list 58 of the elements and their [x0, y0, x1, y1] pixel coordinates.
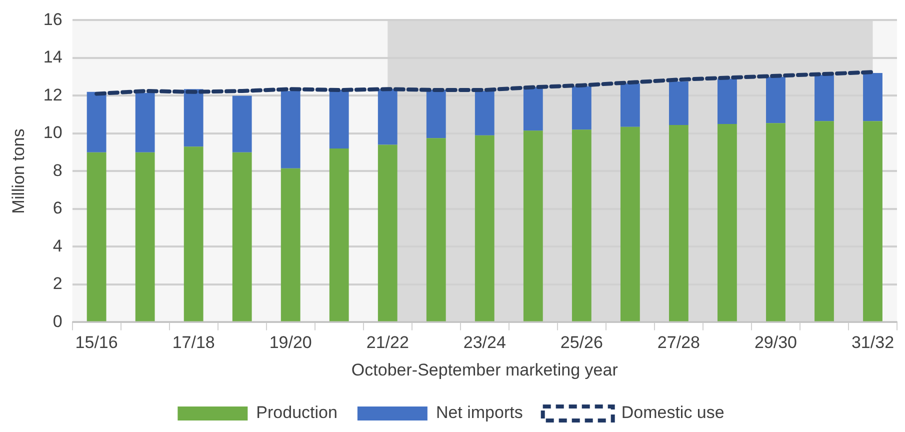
y-tick-label: 4 [52, 236, 62, 256]
x-tick-label: 19/20 [269, 333, 312, 352]
bar [814, 74, 834, 122]
bar [426, 90, 446, 138]
bar [572, 86, 592, 130]
bar [718, 78, 737, 124]
bar [86, 92, 106, 152]
bar [474, 90, 494, 136]
bar [572, 130, 592, 322]
x-tick-label: 27/28 [657, 333, 700, 352]
bar [718, 124, 737, 322]
bar [814, 121, 834, 322]
y-tick-label: 16 [43, 10, 62, 29]
bar [766, 76, 786, 124]
bar [668, 124, 688, 322]
bar [280, 168, 300, 322]
x-tick-label: 25/26 [560, 333, 603, 352]
x-tick-label: 21/22 [366, 333, 409, 352]
bar [184, 146, 204, 322]
y-tick-label: 10 [43, 123, 62, 142]
bar [523, 87, 543, 131]
bar [620, 126, 640, 322]
y-axis-title: Million tons [8, 128, 28, 214]
y-tick-label: 6 [52, 198, 62, 218]
y-tick-label: 8 [52, 160, 62, 180]
legend-label: Production [256, 403, 338, 422]
x-tick-label: 17/18 [172, 333, 215, 352]
bar [474, 135, 494, 322]
line-series [94, 70, 875, 96]
bar [135, 92, 155, 152]
x-tick-label: 29/30 [754, 333, 797, 352]
bar [232, 152, 252, 322]
bar [378, 89, 398, 145]
bar [232, 96, 252, 152]
bar [329, 148, 349, 322]
bar [863, 121, 882, 322]
bar [135, 152, 155, 322]
bar [280, 90, 300, 168]
y-tick-label: 2 [52, 274, 62, 294]
bar [184, 89, 204, 147]
y-tick-label: 14 [43, 48, 62, 67]
bar [523, 130, 543, 322]
x-tick-label: 15/16 [75, 333, 118, 352]
x-axis-title: October-September marketing year [351, 360, 618, 380]
y-tick-label: 0 [52, 312, 62, 331]
bar [86, 152, 106, 322]
x-tick-label: 23/24 [463, 333, 506, 352]
y-tick-label: 12 [43, 85, 62, 104]
bar [766, 123, 786, 322]
bar [668, 82, 688, 125]
bar [620, 83, 640, 127]
legend-label: Domestic use [621, 403, 724, 422]
bar [863, 73, 882, 122]
bar [378, 144, 398, 322]
x-tick-label: 31/32 [851, 333, 894, 352]
legend-label: Net imports [436, 403, 523, 422]
bar [329, 90, 349, 149]
bar [426, 138, 446, 322]
